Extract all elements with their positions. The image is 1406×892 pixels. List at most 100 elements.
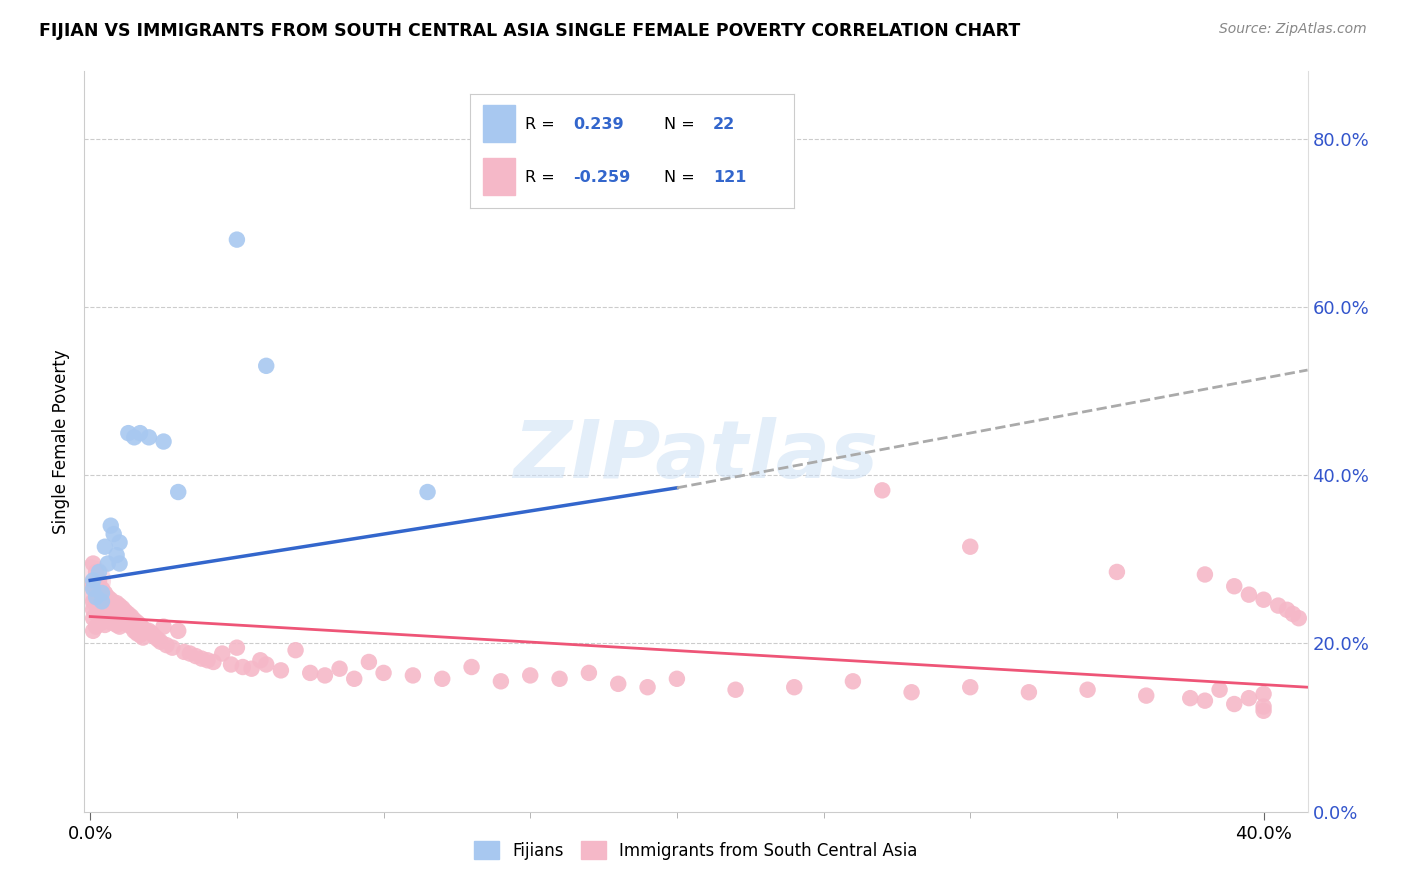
Point bbox=[94, 540, 117, 554]
Point bbox=[82, 624, 104, 638]
Point bbox=[179, 647, 201, 661]
Point bbox=[1267, 599, 1289, 613]
Point bbox=[108, 609, 131, 624]
Point bbox=[1253, 592, 1275, 607]
Point bbox=[91, 615, 114, 630]
Point bbox=[1253, 687, 1275, 701]
Point bbox=[959, 540, 981, 554]
Point bbox=[97, 613, 120, 627]
Point bbox=[1288, 611, 1310, 625]
Point bbox=[87, 574, 110, 588]
Point bbox=[117, 618, 139, 632]
Point bbox=[114, 605, 136, 619]
Point bbox=[548, 672, 571, 686]
Point bbox=[489, 674, 512, 689]
Point bbox=[254, 657, 277, 672]
Point bbox=[108, 619, 131, 633]
Point bbox=[82, 557, 104, 571]
Point bbox=[108, 535, 131, 549]
Point bbox=[84, 619, 107, 633]
Point bbox=[1223, 579, 1246, 593]
Point bbox=[225, 233, 247, 247]
Point bbox=[184, 649, 207, 664]
Point bbox=[79, 586, 101, 600]
Point bbox=[314, 668, 336, 682]
Point bbox=[783, 680, 806, 694]
Point bbox=[299, 665, 322, 680]
Point bbox=[135, 624, 157, 638]
Point bbox=[219, 657, 242, 672]
Point bbox=[402, 668, 425, 682]
Point bbox=[637, 680, 659, 694]
Point bbox=[120, 619, 142, 633]
Point bbox=[103, 596, 125, 610]
Point bbox=[97, 590, 120, 604]
Point bbox=[519, 668, 541, 682]
Point bbox=[416, 485, 439, 500]
Point bbox=[1237, 588, 1260, 602]
Point bbox=[357, 655, 380, 669]
Point bbox=[432, 672, 454, 686]
Point bbox=[111, 613, 134, 627]
Point bbox=[97, 601, 120, 615]
Point bbox=[82, 582, 104, 596]
Point bbox=[100, 518, 122, 533]
Point bbox=[94, 618, 117, 632]
Point bbox=[141, 626, 163, 640]
Point bbox=[249, 653, 271, 667]
Point bbox=[373, 665, 395, 680]
Point bbox=[122, 624, 145, 638]
Point bbox=[1135, 689, 1157, 703]
Point bbox=[129, 628, 152, 642]
Point bbox=[100, 615, 122, 630]
Point bbox=[84, 590, 107, 604]
Point bbox=[82, 611, 104, 625]
Point bbox=[197, 653, 219, 667]
Point bbox=[1208, 682, 1230, 697]
Point bbox=[1282, 607, 1305, 621]
Point bbox=[114, 615, 136, 630]
Point bbox=[120, 609, 142, 624]
Point bbox=[329, 662, 352, 676]
Point bbox=[97, 557, 120, 571]
Point bbox=[1253, 699, 1275, 714]
Point bbox=[94, 596, 117, 610]
Point bbox=[270, 664, 292, 678]
Point bbox=[240, 662, 263, 676]
Point bbox=[173, 645, 195, 659]
Point bbox=[665, 672, 688, 686]
Legend: Fijians, Immigrants from South Central Asia: Fijians, Immigrants from South Central A… bbox=[468, 835, 924, 866]
Point bbox=[1077, 682, 1099, 697]
Point bbox=[132, 631, 155, 645]
Point bbox=[91, 594, 114, 608]
Point bbox=[94, 607, 117, 621]
Point bbox=[117, 607, 139, 621]
Point bbox=[1253, 704, 1275, 718]
Point bbox=[842, 674, 865, 689]
Point bbox=[91, 603, 114, 617]
Point bbox=[959, 680, 981, 694]
Point bbox=[152, 619, 174, 633]
Point bbox=[105, 596, 128, 610]
Point bbox=[211, 647, 233, 661]
Point bbox=[460, 660, 482, 674]
Point bbox=[122, 613, 145, 627]
Point bbox=[103, 527, 125, 541]
Point bbox=[82, 603, 104, 617]
Text: FIJIAN VS IMMIGRANTS FROM SOUTH CENTRAL ASIA SINGLE FEMALE POVERTY CORRELATION C: FIJIAN VS IMMIGRANTS FROM SOUTH CENTRAL … bbox=[39, 22, 1021, 40]
Point bbox=[87, 594, 110, 608]
Point bbox=[108, 599, 131, 613]
Point bbox=[1018, 685, 1040, 699]
Point bbox=[225, 640, 247, 655]
Point bbox=[84, 565, 107, 579]
Point bbox=[1275, 603, 1298, 617]
Point bbox=[232, 660, 254, 674]
Point bbox=[202, 655, 225, 669]
Point bbox=[724, 682, 747, 697]
Point bbox=[87, 565, 110, 579]
Point bbox=[143, 630, 166, 644]
Point bbox=[1237, 691, 1260, 706]
Point bbox=[138, 624, 160, 638]
Point bbox=[103, 607, 125, 621]
Point bbox=[607, 677, 630, 691]
